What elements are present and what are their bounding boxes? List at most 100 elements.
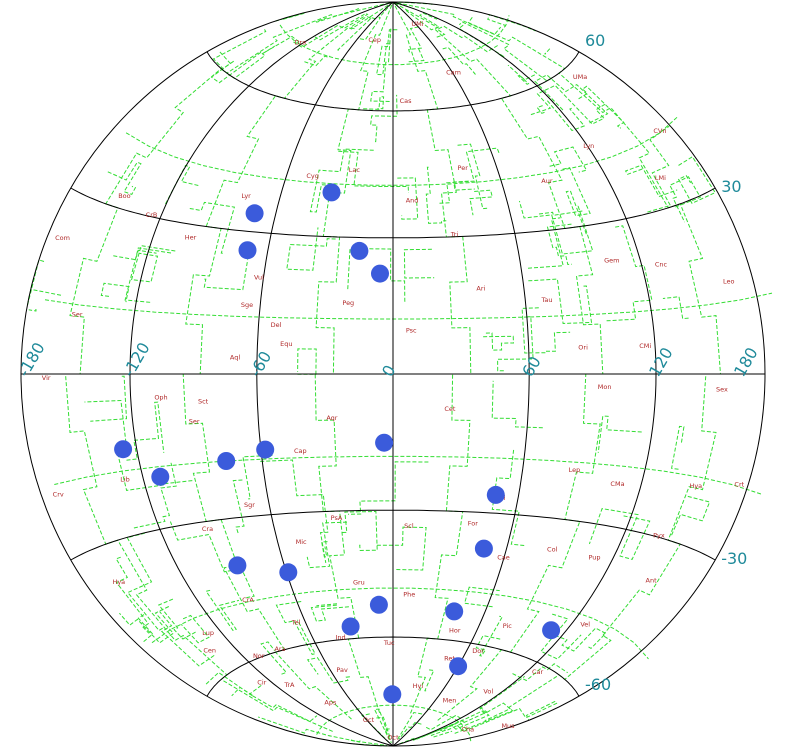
boundary-segment xyxy=(405,9,441,31)
boundary-segment xyxy=(221,35,300,80)
boundary-segment xyxy=(306,657,350,684)
boundary-segment xyxy=(260,641,288,675)
boundary-segment xyxy=(430,706,488,738)
constellation-boundaries xyxy=(26,1,773,747)
constellation-label: Vel xyxy=(580,621,590,629)
boundary-segment xyxy=(151,587,649,660)
constellation-label: CMa xyxy=(610,480,624,488)
constellation-label: UMa xyxy=(573,73,587,81)
data-point xyxy=(542,621,561,640)
constellation-label: Mus xyxy=(501,722,515,730)
data-point xyxy=(341,617,360,636)
boundary-segment xyxy=(469,189,493,216)
parallel-line xyxy=(206,51,580,112)
constellation-label: Pav xyxy=(336,666,348,674)
longitude-tick-label: -60 xyxy=(246,348,276,380)
boundary-segment xyxy=(125,116,679,186)
boundary-segment xyxy=(424,669,435,692)
boundary-segment xyxy=(164,164,199,206)
boundary-segment xyxy=(482,332,515,351)
boundary-segment xyxy=(606,225,653,322)
data-point xyxy=(449,657,468,676)
boundary-segment xyxy=(205,589,240,631)
constellation-label: For xyxy=(468,520,478,528)
constellation-label: Aqr xyxy=(326,414,337,422)
boundary-segment xyxy=(624,164,678,198)
constellation-label: Del xyxy=(271,321,282,329)
constellation-label: Cam xyxy=(446,68,461,76)
boundary-segment xyxy=(28,309,37,312)
boundary-segment xyxy=(115,556,150,634)
boundary-segment xyxy=(435,25,498,53)
data-point xyxy=(371,264,389,283)
constellation-label: Cir xyxy=(257,679,266,687)
boundary-segment xyxy=(647,125,672,213)
data-point xyxy=(151,467,170,486)
boundary-segment xyxy=(203,259,249,291)
latitude-tick-label: -60 xyxy=(585,675,611,694)
boundary-segment xyxy=(293,12,369,48)
boundary-segment xyxy=(545,98,586,132)
boundary-segment xyxy=(677,156,716,204)
boundary-segment xyxy=(530,84,606,125)
constellation-label: Gru xyxy=(353,578,365,586)
constellation-label: Cas xyxy=(400,97,413,105)
boundary-segment xyxy=(397,714,465,746)
data-points xyxy=(114,183,561,704)
constellation-label: UMi xyxy=(411,20,423,28)
boundary-segment xyxy=(210,45,276,84)
boundary-segment xyxy=(408,26,423,54)
data-point xyxy=(256,440,275,459)
boundary-segment xyxy=(384,728,392,744)
constellation-label: Lup xyxy=(202,629,214,637)
boundary-segment xyxy=(315,7,360,23)
constellation-label: Her xyxy=(185,233,197,241)
boundary-segment xyxy=(670,495,711,536)
constellation-label: CrB xyxy=(146,211,158,219)
latitude-tick-label: 60 xyxy=(585,31,605,50)
boundary-segment xyxy=(370,94,398,143)
boundary-segment xyxy=(347,461,429,515)
boundary-segment xyxy=(133,462,177,529)
boundary-segment xyxy=(107,161,142,196)
constellation-label: Nor xyxy=(253,652,265,660)
boundary-segment xyxy=(84,399,193,491)
constellation-label: Per xyxy=(458,164,469,172)
boundary-segment xyxy=(304,55,331,67)
boundary-segment xyxy=(512,663,568,682)
constellation-label: Ant xyxy=(646,577,658,585)
boundary-segment xyxy=(275,601,316,655)
boundary-segment xyxy=(527,217,564,269)
constellation-label: Tuc xyxy=(383,639,395,647)
constellation-label: Scl xyxy=(404,522,414,530)
constellation-label: Pup xyxy=(588,553,600,561)
boundary-segment xyxy=(463,586,500,608)
constellation-label: Aps xyxy=(324,698,337,706)
constellation-label: Aql xyxy=(230,354,240,362)
boundary-segment xyxy=(397,711,423,740)
boundary-segment xyxy=(538,210,585,216)
boundary-segment xyxy=(137,614,154,644)
constellation-label: Dra xyxy=(294,39,306,47)
constellation-label: Phe xyxy=(403,591,415,599)
constellation-label: Oph xyxy=(154,394,167,402)
longitude-tick-label: 180 xyxy=(730,344,762,380)
boundary-segment xyxy=(671,425,685,470)
boundary-segment xyxy=(669,176,702,223)
boundary-segment xyxy=(306,521,348,569)
constellation-label: PsA xyxy=(331,514,343,522)
boundary-segment xyxy=(232,479,245,535)
boundary-segment xyxy=(188,201,236,254)
boundary-segment xyxy=(491,380,543,429)
constellation-label: Mon xyxy=(598,383,612,391)
constellation-label: Tau xyxy=(541,296,553,304)
constellation-label: Hya xyxy=(112,578,125,586)
constellation-label: Gem xyxy=(604,257,619,265)
constellation-label: Cet xyxy=(444,405,456,413)
boundary-segment xyxy=(119,606,175,644)
boundary-segment xyxy=(316,704,472,742)
boundary-segment xyxy=(507,64,536,85)
constellation-label: Tel xyxy=(291,619,301,627)
constellation-label: Cep xyxy=(368,36,381,44)
